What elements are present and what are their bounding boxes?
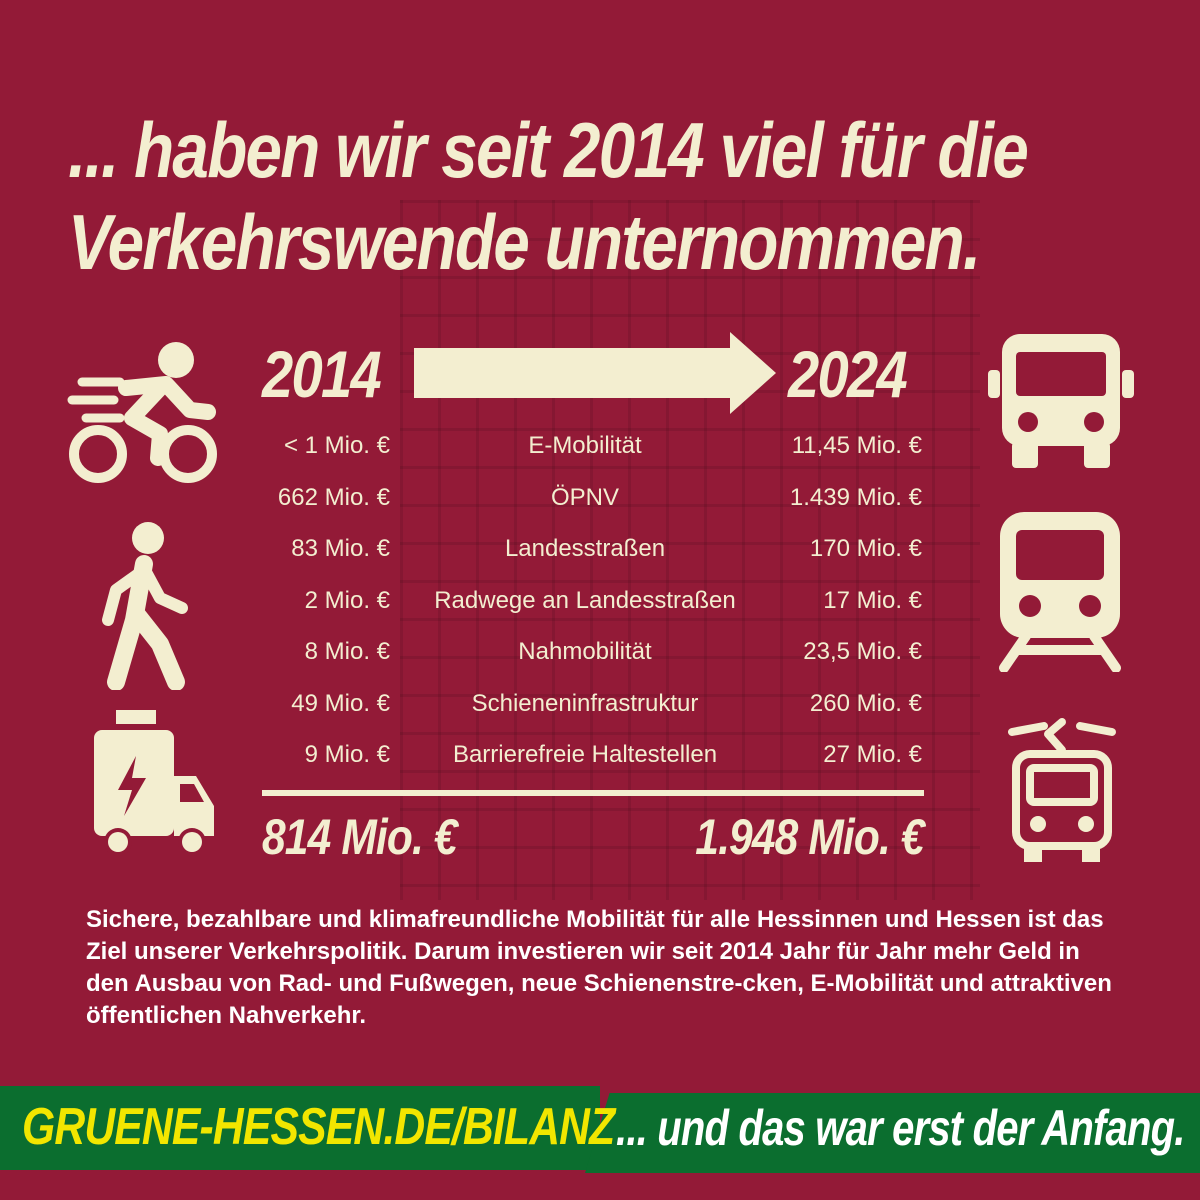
banner-slogan-background: [585, 1093, 1200, 1173]
electric-van-icon: [94, 710, 214, 856]
value-2014: 83 Mio. €: [291, 535, 390, 562]
description-paragraph: Sichere, bezahlbare und klimafreundliche…: [86, 906, 1112, 1029]
table-row: 2 Mio. € Radwege an Landesstraßen 17 Mio…: [200, 575, 930, 627]
slogan-text: ... und das war erst der Anfang.: [616, 1100, 1185, 1156]
value-2014: 2 Mio. €: [304, 586, 390, 614]
table-row: 9 Mio. € Barrierefreie Haltestellen 27 M…: [200, 729, 930, 781]
category-label: Nahmobilität: [518, 638, 652, 665]
category-label: Radwege an Landesstraßen: [434, 586, 736, 614]
value-2024: 1.439 Mio. €: [789, 483, 922, 511]
value-2024: 23,5 Mio. €: [803, 638, 922, 665]
total-divider: [262, 790, 924, 796]
value-2014: 8 Mio. €: [304, 638, 390, 665]
value-2024: 27 Mio. €: [823, 741, 922, 768]
category-label: Landesstraßen: [504, 535, 666, 562]
bilanz-link[interactable]: GRUENE-HESSEN.DE/BILANZ: [22, 1098, 615, 1156]
table-row: 49 Mio. € Schieneninfrastruktur 260 Mio.…: [200, 678, 930, 730]
category-label: ÖPNV: [550, 483, 619, 511]
headline-line-1: ... haben wir seit 2014 viel für die: [68, 106, 1029, 194]
total-2024: 1.948 Mio. €: [695, 809, 925, 865]
cyclist-icon: [67, 342, 217, 483]
background-grid: [400, 200, 980, 900]
table-row: < 1 Mio. € E-Mobilität 11,45 Mio. €: [200, 420, 930, 472]
banner-url-background: [0, 1086, 600, 1170]
arrow-right-icon: [414, 332, 776, 414]
headline: ... haben wir seit 2014 viel für die Ver…: [68, 104, 1143, 288]
table-row: 662 Mio. € ÖPNV 1.439 Mio. €: [200, 472, 930, 524]
category-label: E-Mobilität: [528, 432, 642, 459]
train-icon: [999, 512, 1121, 672]
value-2024: 260 Mio. €: [809, 689, 922, 717]
table-row: 8 Mio. € Nahmobilität 23,5 Mio. €: [200, 626, 930, 678]
category-label: Schieneninfrastruktur: [471, 689, 699, 717]
category-label: Barrierefreie Haltestellen: [452, 741, 718, 768]
total-2014: 814 Mio. €: [262, 809, 458, 865]
value-2014: 49 Mio. €: [291, 689, 390, 717]
tram-icon: [1008, 718, 1116, 862]
table-row: 83 Mio. € Landesstraßen 170 Mio. €: [200, 523, 930, 575]
value-2014: 662 Mio. €: [277, 483, 390, 511]
value-2014: < 1 Mio. €: [283, 432, 390, 459]
headline-line-2: Verkehrswende unternommen.: [68, 198, 981, 286]
pedestrian-icon: [102, 522, 188, 690]
year-end: 2024: [788, 337, 908, 411]
value-2024: 11,45 Mio. €: [791, 432, 922, 459]
value-2024: 17 Mio. €: [823, 586, 922, 614]
year-start: 2014: [262, 337, 382, 411]
value-2024: 170 Mio. €: [809, 535, 922, 562]
investment-table: < 1 Mio. € E-Mobilität 11,45 Mio. € 662 …: [200, 420, 930, 781]
value-2014: 9 Mio. €: [304, 741, 390, 768]
bus-icon: [988, 334, 1134, 468]
